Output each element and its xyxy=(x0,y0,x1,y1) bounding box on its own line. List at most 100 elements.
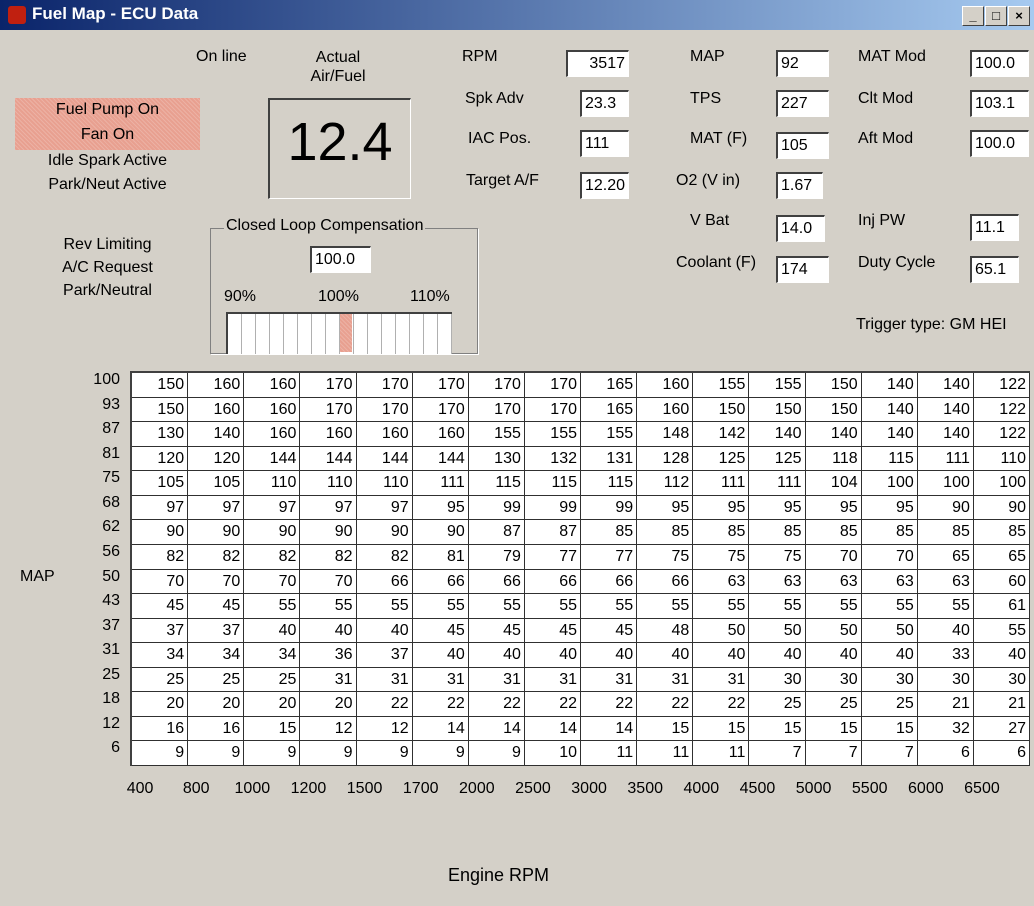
map-cell[interactable]: 170 xyxy=(468,373,525,398)
map-cell[interactable]: 45 xyxy=(524,618,581,644)
map-cell[interactable]: 85 xyxy=(973,520,1030,545)
map-cell[interactable]: 105 xyxy=(188,471,245,496)
map-cell[interactable]: 34 xyxy=(188,643,245,668)
map-cell[interactable]: 40 xyxy=(524,643,581,668)
map-cell[interactable]: 97 xyxy=(356,495,413,521)
map-cell[interactable]: 70 xyxy=(132,569,189,595)
map-cell[interactable]: 22 xyxy=(581,692,638,717)
map-cell[interactable]: 120 xyxy=(188,446,245,472)
map-cell[interactable]: 99 xyxy=(468,495,525,521)
map-cell[interactable]: 55 xyxy=(861,594,918,619)
map-cell[interactable]: 40 xyxy=(244,618,301,644)
map-cell[interactable]: 40 xyxy=(805,643,862,668)
map-cell[interactable]: 11 xyxy=(693,741,750,766)
map-cell[interactable]: 20 xyxy=(188,692,245,717)
map-cell[interactable]: 40 xyxy=(917,618,974,644)
map-cell[interactable]: 85 xyxy=(917,520,974,545)
map-cell[interactable]: 50 xyxy=(805,618,862,644)
map-cell[interactable]: 55 xyxy=(973,618,1030,644)
map-cell[interactable]: 77 xyxy=(524,544,581,570)
map-cell[interactable]: 31 xyxy=(356,667,413,693)
map-cell[interactable]: 140 xyxy=(861,422,918,447)
map-cell[interactable]: 90 xyxy=(132,520,189,545)
map-cell[interactable]: 45 xyxy=(188,594,245,619)
map-cell[interactable]: 30 xyxy=(973,667,1030,693)
map-cell[interactable]: 40 xyxy=(581,643,638,668)
map-cell[interactable]: 110 xyxy=(973,446,1030,472)
map-cell[interactable]: 165 xyxy=(581,397,638,423)
map-cell[interactable]: 20 xyxy=(132,692,189,717)
map-cell[interactable]: 15 xyxy=(244,716,301,742)
map-cell[interactable]: 95 xyxy=(637,495,694,521)
map-cell[interactable]: 40 xyxy=(973,643,1030,668)
map-cell[interactable]: 144 xyxy=(356,446,413,472)
map-cell[interactable]: 170 xyxy=(524,397,581,423)
map-cell[interactable]: 16 xyxy=(188,716,245,742)
map-cell[interactable]: 122 xyxy=(973,422,1030,447)
map-cell[interactable]: 40 xyxy=(637,643,694,668)
map-cell[interactable]: 61 xyxy=(973,594,1030,619)
map-cell[interactable]: 63 xyxy=(861,569,918,595)
map-cell[interactable]: 140 xyxy=(188,422,245,447)
map-cell[interactable]: 15 xyxy=(693,716,750,742)
map-cell[interactable]: 21 xyxy=(973,692,1030,717)
map-cell[interactable]: 144 xyxy=(244,446,301,472)
map-cell[interactable]: 37 xyxy=(356,643,413,668)
map-cell[interactable]: 33 xyxy=(917,643,974,668)
map-cell[interactable]: 90 xyxy=(188,520,245,545)
map-cell[interactable]: 142 xyxy=(693,422,750,447)
map-cell[interactable]: 22 xyxy=(356,692,413,717)
map-cell[interactable]: 122 xyxy=(973,373,1030,398)
map-cell[interactable]: 95 xyxy=(861,495,918,521)
map-cell[interactable]: 9 xyxy=(356,741,413,766)
close-button[interactable]: × xyxy=(1008,6,1030,26)
map-cell[interactable]: 55 xyxy=(749,594,806,619)
map-cell[interactable]: 85 xyxy=(861,520,918,545)
map-cell[interactable]: 170 xyxy=(524,373,581,398)
map-cell[interactable]: 128 xyxy=(637,446,694,472)
map-cell[interactable]: 90 xyxy=(412,520,469,545)
map-cell[interactable]: 34 xyxy=(244,643,301,668)
map-cell[interactable]: 65 xyxy=(917,544,974,570)
map-cell[interactable]: 50 xyxy=(861,618,918,644)
map-cell[interactable]: 100 xyxy=(861,471,918,496)
map-cell[interactable]: 110 xyxy=(244,471,301,496)
map-cell[interactable]: 55 xyxy=(468,594,525,619)
map-cell[interactable]: 40 xyxy=(412,643,469,668)
map-cell[interactable]: 40 xyxy=(693,643,750,668)
map-cell[interactable]: 140 xyxy=(749,422,806,447)
map-cell[interactable]: 40 xyxy=(749,643,806,668)
map-cell[interactable]: 75 xyxy=(637,544,694,570)
map-cell[interactable]: 85 xyxy=(749,520,806,545)
map-cell[interactable]: 15 xyxy=(637,716,694,742)
map-cell[interactable]: 82 xyxy=(300,544,357,570)
map-cell[interactable]: 21 xyxy=(917,692,974,717)
map-cell[interactable]: 14 xyxy=(412,716,469,742)
map-cell[interactable]: 131 xyxy=(581,446,638,472)
map-cell[interactable]: 111 xyxy=(749,471,806,496)
map-cell[interactable]: 31 xyxy=(524,667,581,693)
map-cell[interactable]: 87 xyxy=(468,520,525,545)
map-cell[interactable]: 130 xyxy=(468,446,525,472)
map-cell[interactable]: 10 xyxy=(524,741,581,766)
map-cell[interactable]: 22 xyxy=(693,692,750,717)
map-cell[interactable]: 32 xyxy=(917,716,974,742)
map-cell[interactable]: 85 xyxy=(693,520,750,545)
map-cell[interactable]: 66 xyxy=(637,569,694,595)
map-cell[interactable]: 144 xyxy=(300,446,357,472)
map-cell[interactable]: 70 xyxy=(188,569,245,595)
map-cell[interactable]: 170 xyxy=(412,397,469,423)
map-cell[interactable]: 99 xyxy=(524,495,581,521)
map-cell[interactable]: 85 xyxy=(805,520,862,545)
map-cell[interactable]: 50 xyxy=(749,618,806,644)
map-cell[interactable]: 140 xyxy=(917,373,974,398)
map-cell[interactable]: 82 xyxy=(356,544,413,570)
map-cell[interactable]: 155 xyxy=(524,422,581,447)
map-cell[interactable]: 110 xyxy=(356,471,413,496)
map-cell[interactable]: 148 xyxy=(637,422,694,447)
map-cell[interactable]: 140 xyxy=(917,397,974,423)
map-cell[interactable]: 160 xyxy=(637,397,694,423)
map-cell[interactable]: 130 xyxy=(132,422,189,447)
map-cell[interactable]: 90 xyxy=(244,520,301,545)
map-cell[interactable]: 30 xyxy=(805,667,862,693)
